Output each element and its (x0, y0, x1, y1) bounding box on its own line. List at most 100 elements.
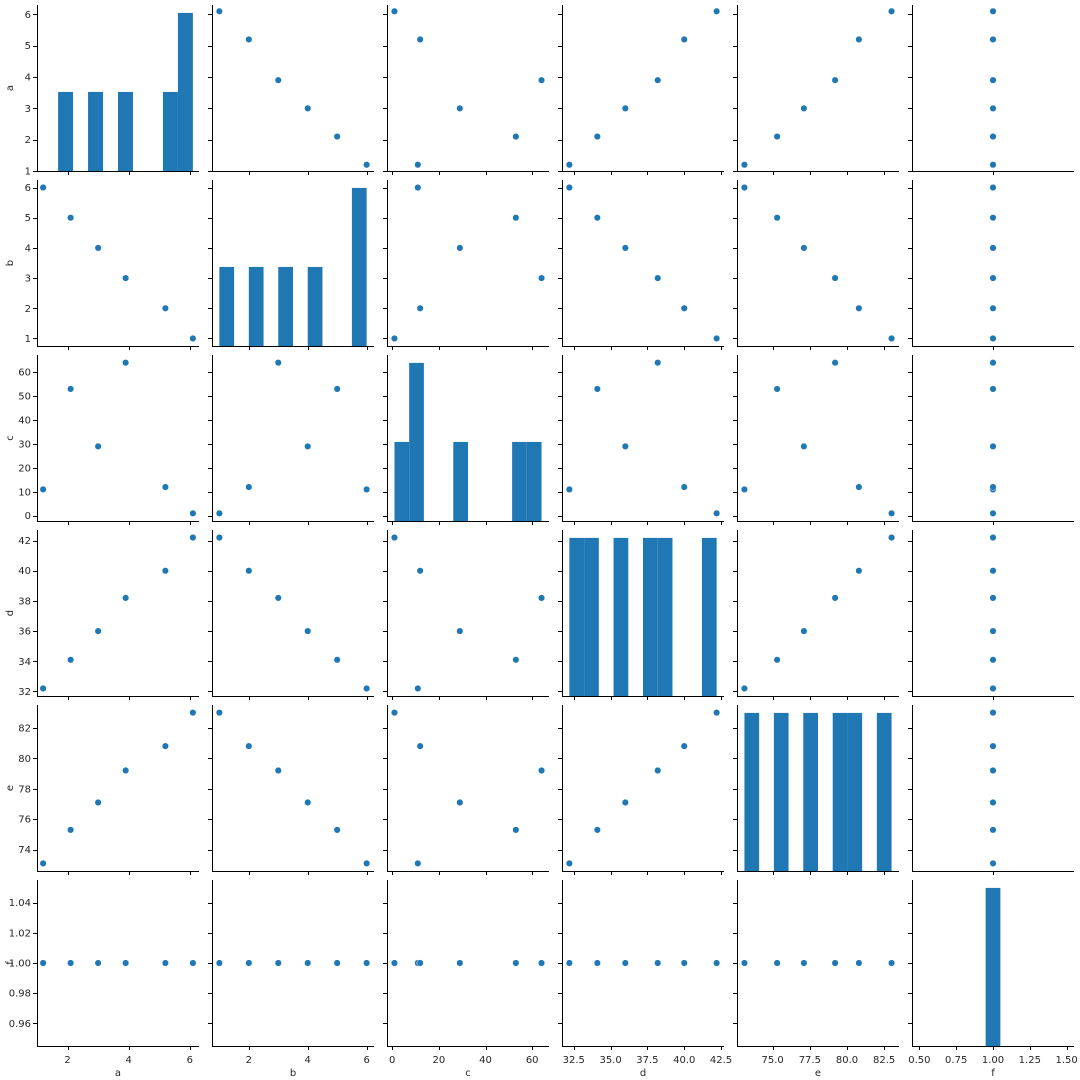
x-tick-label: 82.5 (873, 1055, 895, 1066)
y-tick-label: 5 (25, 41, 31, 52)
y-tick-label: 3 (25, 274, 31, 285)
point-e-vs-f (989, 798, 997, 807)
x-axis-title-a: a (115, 1068, 121, 1079)
panel-c-vs-e (733, 355, 899, 525)
point-d-vs-e (740, 684, 748, 693)
point-c-vs-a (189, 509, 197, 517)
point-c-vs-a (67, 385, 75, 393)
point-d-vs-f (989, 594, 997, 602)
point-c-vs-e (831, 359, 839, 367)
point-f-vs-a (67, 959, 75, 967)
hist-bar-d (701, 537, 717, 696)
panel-d-vs-e (733, 530, 899, 700)
point-f-vs-d (654, 959, 662, 967)
point-e-vs-c (456, 798, 464, 807)
point-e-vs-a (94, 798, 102, 807)
point-f-vs-a (189, 959, 197, 967)
point-b-vs-e (888, 334, 896, 343)
point-b-vs-f (989, 244, 997, 252)
point-f-vs-e (773, 959, 781, 967)
point-a-vs-b (274, 76, 282, 84)
y-tick-label: 5 (25, 213, 31, 224)
hist-bar-f (985, 887, 1001, 1046)
y-tick-label: 1.04 (9, 898, 31, 909)
point-d-vs-e (773, 656, 781, 664)
point-f-vs-b (245, 959, 253, 967)
y-tick-label: 50 (18, 392, 31, 403)
point-a-vs-e (800, 104, 808, 112)
x-tick-label: 1.00 (982, 1055, 1004, 1066)
point-b-vs-f (989, 334, 997, 343)
y-tick-label: 60 (18, 368, 31, 379)
point-a-vs-d (565, 161, 573, 169)
panel-b-vs-c (383, 180, 549, 350)
hist-bar-a (162, 91, 178, 171)
y-tick-label: 78 (18, 784, 31, 795)
point-c-vs-a (161, 483, 169, 491)
point-d-vs-f (989, 567, 997, 575)
point-e-vs-f (989, 766, 997, 775)
point-b-vs-e (800, 244, 808, 252)
point-e-vs-f (989, 859, 997, 867)
panel-f-vs-f: 0.50 0.75 1.00 1.25 1.50 f (908, 880, 1078, 1079)
y-tick-label: 6 (25, 10, 31, 21)
y-tick-label: 76 (18, 815, 31, 826)
point-f-vs-e (855, 959, 863, 967)
point-a-vs-e (773, 132, 781, 141)
hist-bar-b (219, 266, 235, 346)
point-e-vs-b (363, 859, 371, 867)
panel-b-vs-b (208, 180, 374, 350)
point-b-vs-d (621, 244, 629, 252)
point-e-vs-c (390, 709, 399, 717)
point-e-vs-b (274, 766, 282, 775)
y-tick-label: 2 (25, 304, 31, 315)
panel-a-vs-a: 1 2 3 4 5 6 a (5, 5, 199, 178)
panel-f-vs-d: 32.5 35.0 37.5 40.0 42.5 d (558, 880, 732, 1079)
point-d-vs-a (122, 594, 130, 602)
point-f-vs-c (416, 959, 424, 967)
hist-bar-a (58, 91, 74, 171)
point-f-vs-e (740, 959, 748, 967)
hist-bar-e (744, 712, 760, 871)
panel-c-vs-a: 0 10 20 30 40 50 60 c (5, 355, 199, 525)
point-c-vs-a (39, 485, 47, 493)
point-a-vs-b (215, 7, 223, 15)
y-tick-label: 1.02 (9, 928, 31, 939)
point-c-vs-f (989, 385, 997, 393)
point-f-vs-c (456, 959, 464, 967)
point-c-vs-e (740, 485, 748, 493)
point-b-vs-c (390, 334, 399, 343)
x-tick-label: 1.50 (1056, 1055, 1078, 1066)
point-f-vs-a (122, 959, 130, 967)
point-c-vs-d (713, 509, 721, 517)
hist-bar-e (773, 712, 789, 871)
point-b-vs-a (67, 214, 75, 222)
point-c-vs-a (122, 359, 130, 367)
point-c-vs-e (773, 385, 781, 393)
point-f-vs-c (537, 959, 546, 967)
point-a-vs-d (654, 76, 662, 84)
x-tick-label: 32.5 (563, 1055, 585, 1066)
panel-d-vs-a: 32 34 36 38 40 42 d (5, 530, 199, 700)
hist-bar-b (307, 266, 323, 346)
point-a-vs-e (740, 161, 748, 169)
panel-f-vs-e: 75.0 77.5 80.0 82.5 e (733, 880, 899, 1079)
point-a-vs-e (888, 7, 896, 15)
x-tick-label: 2 (246, 1055, 252, 1066)
point-e-vs-b (333, 826, 341, 834)
panel-e-vs-f (908, 705, 1074, 875)
point-c-vs-b (304, 442, 312, 450)
point-d-vs-c (456, 627, 464, 635)
pair-plot-panels: 123456a123456b0102030405060c323436384042… (5, 5, 1078, 1079)
point-a-vs-f (989, 104, 997, 112)
point-e-vs-f (989, 742, 997, 750)
point-b-vs-d (654, 274, 662, 282)
point-f-vs-e (800, 959, 808, 967)
x-tick-label: 2 (64, 1055, 70, 1066)
point-a-vs-f (989, 76, 997, 84)
point-f-vs-c (390, 959, 399, 967)
point-b-vs-a (39, 183, 47, 192)
point-a-vs-f (989, 7, 997, 15)
panel-c-vs-b (208, 355, 374, 525)
y-tick-label: 0.96 (9, 1019, 31, 1030)
